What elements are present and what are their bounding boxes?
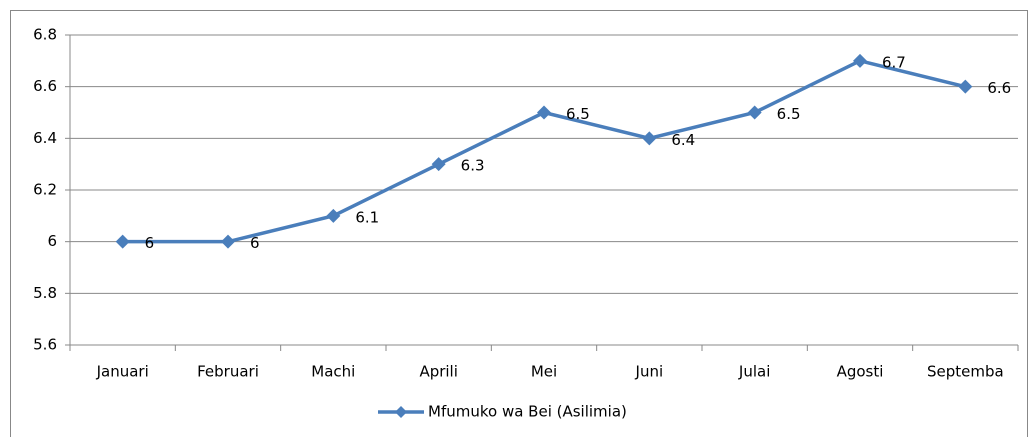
marker [747,105,762,120]
x-tick-label: Julai [738,363,770,381]
y-tick-label: 6 [47,232,57,250]
marker [853,53,867,68]
marker [431,157,446,172]
data-label: 6 [145,234,155,252]
legend-marker [395,406,407,418]
marker [221,234,235,249]
x-tick-label: Aprili [419,363,457,381]
data-label: 6.7 [882,53,906,71]
marker [537,105,551,120]
y-tick-label: 6.8 [33,26,57,44]
legend-label: Mfumuko wa Bei (Asilimia) [428,403,627,421]
data-label: 6.1 [355,208,379,226]
data-label: 6 [250,234,260,252]
y-tick-label: 6.2 [33,181,57,199]
chart-frame [10,10,1028,437]
y-tick-label: 6.6 [33,77,57,95]
x-tick-label: Septemba [927,363,1004,381]
marker [642,131,657,146]
y-tick-label: 5.6 [33,336,57,354]
x-tick-label: Januari [96,363,149,381]
x-tick-label: Juni [635,363,664,381]
data-label: 6.6 [987,79,1011,97]
marker [115,234,130,249]
x-tick-label: Mei [531,363,557,381]
data-label: 6.3 [461,157,485,175]
data-label: 6.4 [671,131,695,149]
x-tick-label: Machi [311,363,355,381]
marker [958,79,973,94]
data-label: 6.5 [566,105,590,123]
y-tick-label: 6.4 [33,129,57,147]
data-label: 6.5 [777,105,801,123]
y-tick-label: 5.8 [33,284,57,302]
x-tick-label: Februari [197,363,259,381]
x-tick-label: Agosti [837,363,884,381]
marker [326,208,341,223]
